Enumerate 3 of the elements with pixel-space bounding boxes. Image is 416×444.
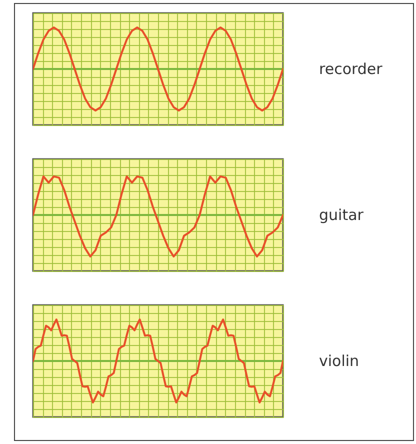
text: recorder bbox=[319, 60, 384, 78]
text: guitar bbox=[319, 206, 364, 224]
text: violin bbox=[319, 352, 360, 370]
